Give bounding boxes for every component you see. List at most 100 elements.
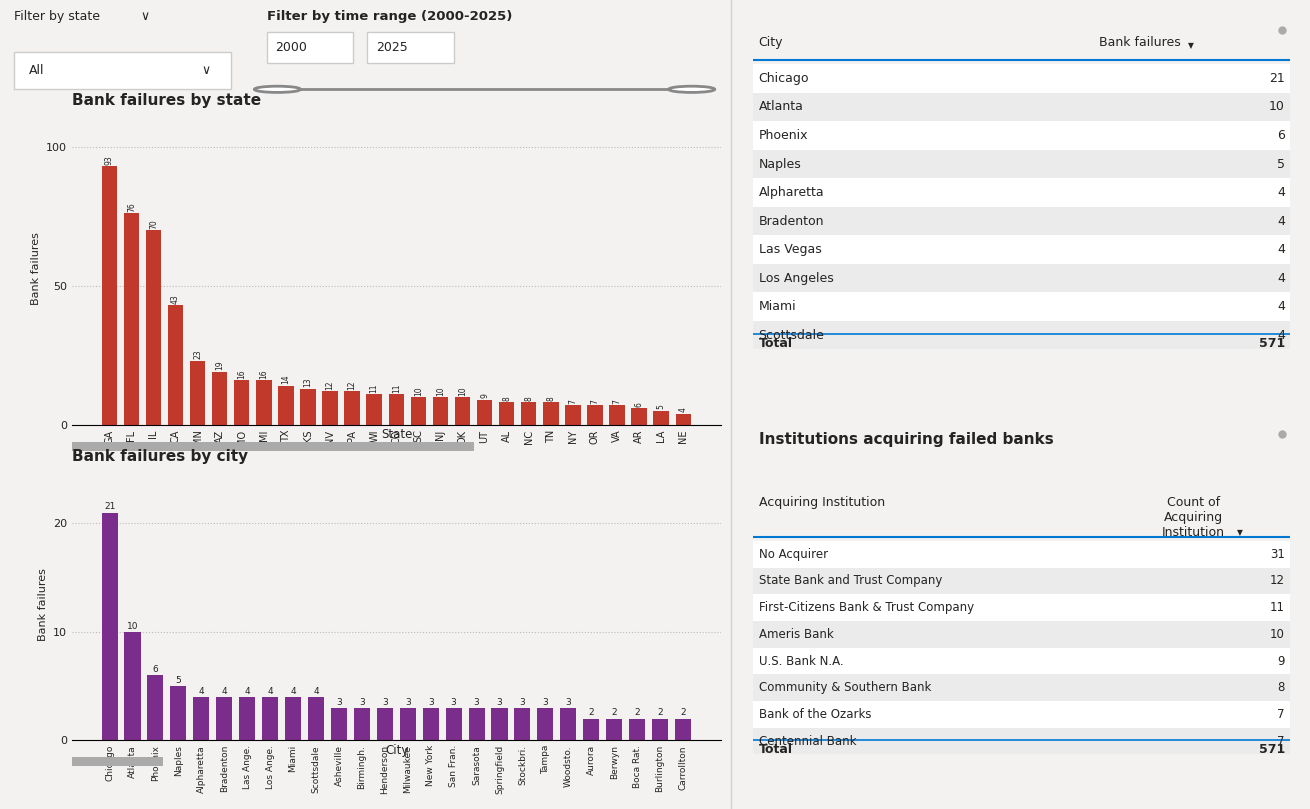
FancyBboxPatch shape	[753, 235, 1290, 264]
Bar	[583, 718, 599, 740]
Bar	[410, 397, 426, 425]
Bar	[537, 708, 553, 740]
Bar	[124, 632, 140, 740]
Bar	[145, 230, 161, 425]
Text: 5: 5	[176, 676, 181, 685]
Bar	[629, 718, 645, 740]
FancyBboxPatch shape	[753, 568, 1290, 595]
Text: ∨: ∨	[202, 65, 211, 78]
Bar	[423, 708, 439, 740]
Text: 2: 2	[634, 709, 639, 718]
Bar	[308, 697, 324, 740]
Text: 4: 4	[679, 408, 688, 413]
FancyBboxPatch shape	[267, 32, 354, 63]
Bar	[212, 372, 228, 425]
Text: 8: 8	[546, 396, 555, 401]
FancyBboxPatch shape	[753, 321, 1290, 349]
Bar	[587, 405, 603, 425]
Text: 3: 3	[520, 697, 525, 706]
Bar	[445, 708, 461, 740]
Text: Bradenton: Bradenton	[758, 214, 824, 227]
Bar	[432, 397, 448, 425]
Text: 7: 7	[1277, 735, 1285, 748]
Text: Bank of the Ozarks: Bank of the Ozarks	[758, 708, 871, 721]
Text: Centennial Bank: Centennial Bank	[758, 735, 857, 748]
Text: 14: 14	[282, 375, 291, 384]
Text: 4: 4	[221, 687, 227, 696]
Text: 7: 7	[1277, 708, 1285, 721]
Text: City: City	[758, 36, 783, 49]
Text: Community & Southern Bank: Community & Southern Bank	[758, 681, 931, 694]
Text: 11: 11	[392, 383, 401, 392]
Text: 2: 2	[680, 709, 686, 718]
Text: 5: 5	[656, 404, 665, 409]
FancyBboxPatch shape	[72, 757, 162, 766]
FancyBboxPatch shape	[753, 121, 1290, 150]
Text: 21: 21	[1269, 72, 1285, 85]
Text: 10: 10	[1271, 628, 1285, 641]
Text: 19: 19	[215, 361, 224, 371]
Text: 2025: 2025	[376, 41, 407, 54]
Bar	[345, 392, 360, 425]
FancyBboxPatch shape	[367, 32, 455, 63]
Text: 4: 4	[291, 687, 296, 696]
Text: 4: 4	[1277, 300, 1285, 313]
Text: 6: 6	[1277, 129, 1285, 142]
Bar	[102, 513, 118, 740]
Text: 4: 4	[199, 687, 204, 696]
Text: U.S. Bank N.A.: U.S. Bank N.A.	[758, 654, 844, 667]
Text: 4: 4	[1277, 214, 1285, 227]
Text: 12: 12	[326, 380, 334, 390]
Text: Miami: Miami	[758, 300, 796, 313]
Text: State: State	[381, 429, 413, 442]
Text: Chicago: Chicago	[758, 72, 810, 85]
Text: 6: 6	[634, 402, 643, 407]
Text: 93: 93	[105, 155, 114, 165]
Text: Atlanta: Atlanta	[758, 100, 803, 113]
FancyBboxPatch shape	[753, 264, 1290, 292]
Text: Filter by state: Filter by state	[14, 10, 101, 23]
Text: 3: 3	[566, 697, 571, 706]
Text: 23: 23	[193, 349, 202, 359]
FancyBboxPatch shape	[753, 728, 1290, 755]
Text: 4: 4	[1277, 272, 1285, 285]
Text: Las Vegas: Las Vegas	[758, 243, 821, 256]
Text: No Acquirer: No Acquirer	[758, 548, 828, 561]
Text: 10: 10	[1269, 100, 1285, 113]
Bar	[561, 708, 576, 740]
Bar	[216, 697, 232, 740]
Text: 7: 7	[591, 399, 600, 404]
Text: 10: 10	[436, 386, 445, 396]
Bar	[102, 166, 117, 425]
Text: Bank failures by state: Bank failures by state	[72, 93, 261, 108]
Text: 12: 12	[347, 380, 356, 390]
Text: 10: 10	[127, 622, 139, 631]
FancyBboxPatch shape	[753, 150, 1290, 178]
Text: 571: 571	[1259, 337, 1285, 350]
Bar	[676, 413, 692, 425]
Text: 3: 3	[496, 697, 502, 706]
Bar	[240, 697, 255, 740]
Text: 13: 13	[304, 378, 313, 388]
Text: 21: 21	[103, 502, 115, 511]
Bar	[521, 403, 537, 425]
Text: 2: 2	[588, 709, 593, 718]
Bar	[255, 380, 271, 425]
Bar	[300, 388, 316, 425]
Text: 16: 16	[237, 369, 246, 379]
Text: Filter by time range (2000-2025): Filter by time range (2000-2025)	[267, 10, 512, 23]
Text: 571: 571	[1259, 743, 1285, 756]
Text: 4: 4	[245, 687, 250, 696]
Bar	[654, 411, 669, 425]
Bar	[148, 676, 164, 740]
Text: Acquiring Institution: Acquiring Institution	[758, 497, 884, 510]
Text: 10: 10	[458, 386, 466, 396]
Text: Bank failures by city: Bank failures by city	[72, 449, 248, 464]
FancyBboxPatch shape	[753, 541, 1290, 568]
Circle shape	[668, 87, 715, 92]
Text: Count of
Acquiring
Institution: Count of Acquiring Institution	[1162, 497, 1225, 540]
Text: 3: 3	[428, 697, 434, 706]
Bar	[631, 408, 647, 425]
Text: Ameris Bank: Ameris Bank	[758, 628, 833, 641]
Text: Institutions acquiring failed banks: Institutions acquiring failed banks	[758, 432, 1053, 447]
